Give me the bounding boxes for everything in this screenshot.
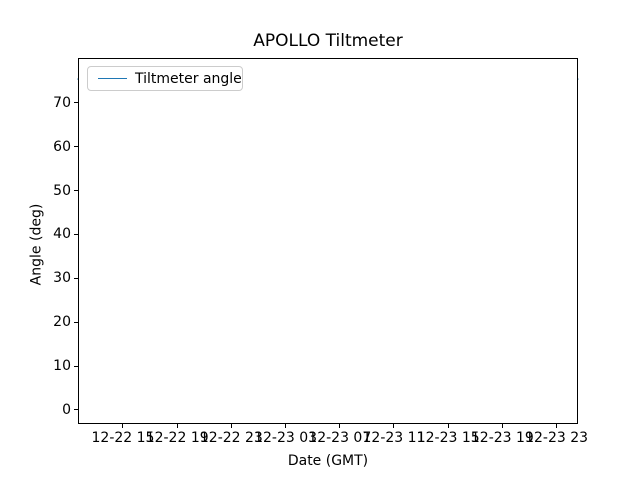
x-tick-mark	[176, 424, 178, 428]
plot-area	[78, 58, 578, 424]
x-tick-mark	[556, 424, 558, 428]
x-tick-label: 12-23 03	[254, 430, 318, 446]
y-tick-mark	[74, 102, 78, 104]
y-tick-label: 70	[53, 94, 71, 111]
chart-title: APOLLO Tiltmeter	[253, 31, 403, 51]
y-tick-mark	[74, 190, 78, 192]
legend-label: Tiltmeter angle	[135, 70, 242, 87]
y-tick-label: 20	[53, 314, 71, 331]
x-tick-mark	[339, 424, 341, 428]
y-tick-label: 50	[53, 182, 71, 199]
x-axis-label: Date (GMT)	[287, 453, 369, 469]
legend: Tiltmeter angle	[87, 66, 243, 91]
y-tick-mark	[74, 321, 78, 323]
x-tick-mark	[501, 424, 503, 428]
x-tick-mark	[230, 424, 232, 428]
y-tick-label: 30	[53, 270, 71, 287]
x-tick-label: 12-22 15	[91, 430, 155, 446]
x-tick-mark	[393, 424, 395, 428]
legend-line-sample-icon	[98, 78, 127, 79]
y-tick-mark	[74, 277, 78, 279]
y-tick-mark	[74, 365, 78, 367]
y-tick-label: 60	[53, 138, 71, 155]
x-tick-label: 12-23 15	[416, 430, 480, 446]
x-tick-mark	[122, 424, 124, 428]
y-tick-mark	[74, 233, 78, 235]
y-tick-mark	[74, 409, 78, 411]
y-tick-label: 10	[53, 358, 71, 375]
y-axis-label: Angle (deg)	[28, 203, 45, 286]
y-tick-mark	[74, 146, 78, 148]
x-tick-label: 12-23 07	[308, 430, 372, 446]
x-tick-label: 12-22 19	[145, 430, 209, 446]
x-tick-mark	[285, 424, 287, 428]
y-tick-label: 40	[53, 226, 71, 243]
x-tick-label: 12-23 19	[470, 430, 534, 446]
x-tick-label: 12-23 23	[525, 430, 589, 446]
y-tick-label: 0	[62, 401, 71, 418]
x-tick-label: 12-22 23	[199, 430, 263, 446]
x-tick-mark	[447, 424, 449, 428]
x-tick-label: 12-23 11	[362, 430, 426, 446]
